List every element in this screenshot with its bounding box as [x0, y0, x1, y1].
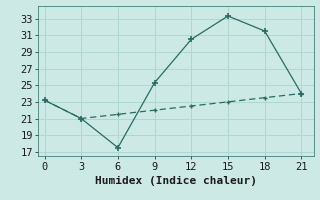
X-axis label: Humidex (Indice chaleur): Humidex (Indice chaleur) — [95, 176, 257, 186]
